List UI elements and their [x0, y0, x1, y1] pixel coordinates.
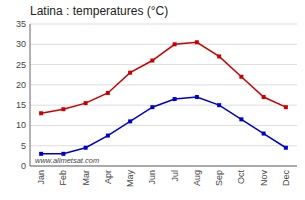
- y-tick-label: 5: [21, 141, 26, 151]
- x-tick-label: Aug: [192, 170, 202, 186]
- series-marker: [284, 105, 288, 109]
- grid-line: [30, 24, 297, 25]
- chart-container: 0 5 10 15 20 25 30 35 Jan Feb Mar Apr May Jun Jul Aug Se…: [0, 0, 305, 200]
- chart-svg: 0 5 10 15 20 25 30 35 Jan Feb Mar Apr May Jun Jul Aug Se…: [0, 0, 305, 200]
- series-marker: [195, 95, 199, 99]
- x-tick-label: Jun: [147, 170, 157, 185]
- grid-line: [30, 166, 297, 167]
- x-axis-line: [30, 166, 297, 167]
- grid-line: [30, 84, 297, 85]
- x-tick-label: Apr: [103, 170, 113, 184]
- series-marker: [84, 146, 88, 150]
- y-axis-line: [30, 24, 31, 166]
- series-marker: [217, 103, 221, 107]
- series-line: [41, 97, 286, 154]
- series-marker: [84, 101, 88, 105]
- x-tick-label: Oct: [236, 170, 246, 185]
- grid-line: [30, 44, 297, 45]
- series-marker: [217, 54, 221, 58]
- grid-line: [30, 105, 297, 106]
- series-marker: [150, 59, 154, 63]
- series-marker: [106, 91, 110, 95]
- x-tick-label: May: [125, 170, 135, 188]
- x-tick-label: Sep: [214, 170, 224, 186]
- series-marker: [262, 132, 266, 136]
- series-marker: [106, 134, 110, 138]
- y-tick-label: 25: [16, 60, 26, 70]
- grid-line: [30, 145, 297, 146]
- y-axis: 0 5 10 15 20 25 30 35: [16, 19, 30, 171]
- series-marker: [128, 119, 132, 123]
- series-marker: [173, 42, 177, 46]
- series-marker: [262, 95, 266, 99]
- y-tick-label: 10: [16, 120, 26, 130]
- x-tick-label: Dec: [281, 170, 291, 187]
- series-marker: [239, 117, 243, 121]
- series-marker: [61, 107, 65, 111]
- annotation: www.allmetsat.com: [35, 156, 99, 165]
- series-marker: [284, 146, 288, 150]
- y-tick-label: 30: [16, 39, 26, 49]
- series-marker: [150, 105, 154, 109]
- y-tick-label: 15: [16, 100, 26, 110]
- x-axis: Jan Feb Mar Apr May Jun Jul Aug Sep Oct Nov Dec: [30, 166, 297, 187]
- series-marker: [173, 97, 177, 101]
- grid-line: [30, 64, 297, 65]
- y-tick-label: 35: [16, 19, 26, 29]
- plot-data: [39, 40, 288, 156]
- series-marker: [128, 71, 132, 75]
- y-tick-label: 20: [16, 80, 26, 90]
- grid: [30, 24, 297, 166]
- series-marker: [239, 75, 243, 79]
- x-tick-label: Mar: [81, 170, 91, 186]
- y-tick-label: 0: [21, 161, 26, 171]
- grid-line: [30, 125, 297, 126]
- series-marker: [195, 40, 199, 44]
- x-tick-label: Jan: [36, 170, 46, 185]
- chart-title: Latina : temperatures (°C): [30, 4, 168, 18]
- x-tick-label: Nov: [259, 170, 269, 187]
- series-marker: [39, 111, 43, 115]
- x-tick-label: Jul: [170, 170, 180, 182]
- x-tick-label: Feb: [58, 170, 68, 186]
